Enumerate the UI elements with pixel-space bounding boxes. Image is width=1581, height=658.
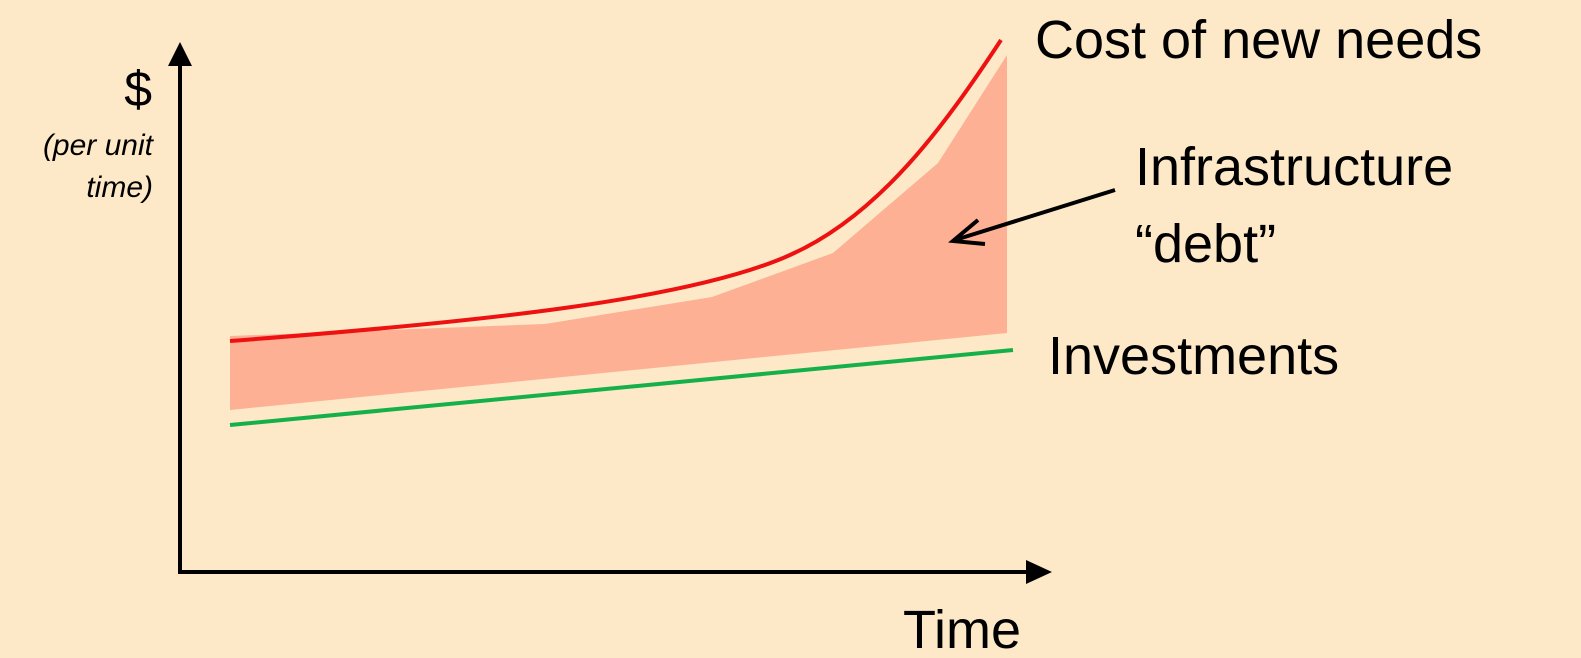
y-label: $ bbox=[124, 61, 152, 117]
x-label: Time bbox=[903, 600, 1021, 658]
investments-label: Investments bbox=[1048, 326, 1339, 386]
debt-pointer bbox=[954, 188, 1116, 242]
cost-curve bbox=[229, 38, 1003, 343]
debt-pointer-head bbox=[948, 218, 986, 246]
x-axis-arrow bbox=[1026, 560, 1052, 584]
investments-line bbox=[229, 348, 1014, 427]
y-note: time) bbox=[86, 171, 153, 204]
debt-label: Infrastructure bbox=[1135, 137, 1453, 197]
debt-area bbox=[230, 55, 1007, 410]
y-note: (per unit bbox=[43, 129, 155, 162]
y-axis-arrow bbox=[168, 42, 192, 66]
debt-label: “debt” bbox=[1135, 214, 1276, 274]
cost-label: Cost of new needs bbox=[1035, 10, 1482, 70]
